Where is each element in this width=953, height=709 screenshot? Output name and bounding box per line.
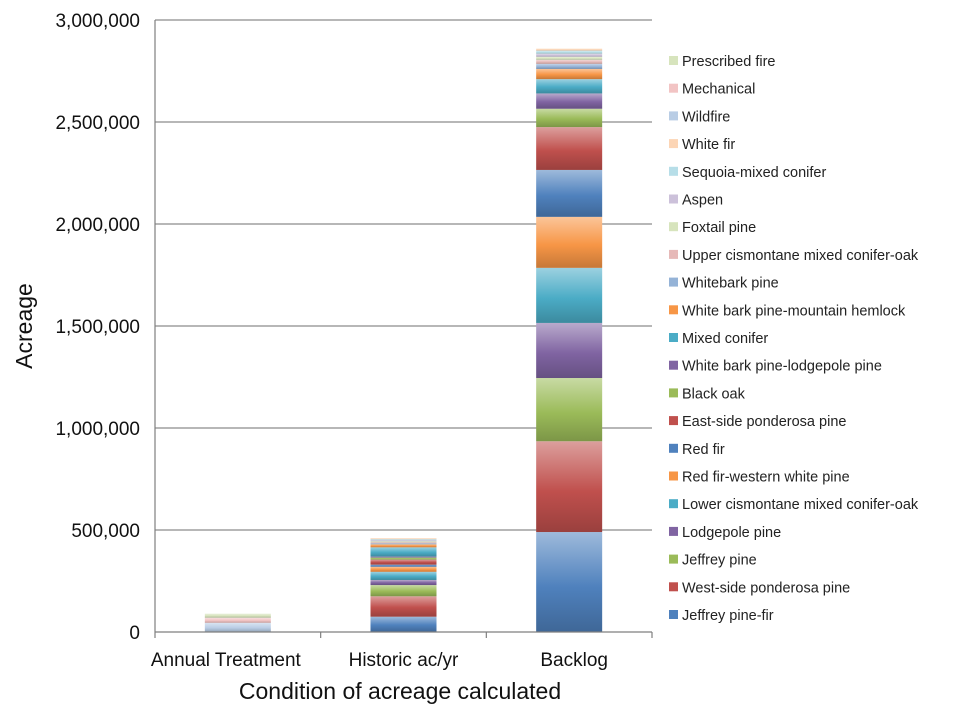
bar-segment	[536, 59, 603, 64]
bar-segment	[536, 127, 603, 170]
y-tick-label: 1,500,000	[55, 317, 140, 338]
bar-segment	[370, 538, 437, 540]
legend-swatch	[669, 388, 678, 398]
bar-segment	[536, 48, 603, 51]
bar-segment	[536, 169, 603, 217]
x-category-labels: Annual Treatment Historic ac/yr Backlog	[151, 650, 608, 671]
bar-segment	[370, 539, 437, 541]
bar-segment	[370, 559, 437, 565]
bar-segment	[536, 267, 603, 323]
bar-segment	[370, 540, 437, 542]
bar-segment	[370, 596, 437, 617]
bar-segment	[536, 68, 603, 80]
bar-segment	[536, 50, 603, 54]
x-category-label: Backlog	[540, 650, 608, 671]
bar-segment	[370, 564, 437, 567]
bar-segment	[536, 56, 603, 60]
bar-segment	[536, 79, 603, 94]
legend-swatch	[669, 277, 678, 287]
legend-label: Red fir-western white pine	[682, 470, 850, 486]
legend-swatch	[669, 222, 678, 232]
bar-segment	[536, 441, 603, 533]
legend-swatch	[669, 194, 678, 204]
bar-segment	[204, 622, 271, 632]
x-category-label: Annual Treatment	[151, 650, 302, 671]
axes	[154, 20, 653, 638]
y-tick-label: 1,000,000	[55, 419, 140, 440]
legend-label: Prescribed fire	[682, 54, 775, 70]
bar-segment	[370, 579, 437, 586]
legend-label: Foxtail pine	[682, 220, 756, 236]
legend-label: West-side ponderosa pine	[682, 580, 850, 596]
y-tick-label: 500,000	[71, 521, 140, 542]
legend-swatch	[669, 333, 678, 342]
y-tick-label: 2,500,000	[55, 113, 140, 134]
bar-segment	[370, 542, 437, 544]
legend-label: Aspen	[682, 193, 723, 209]
legend-label: Jeffrey pine-fir	[682, 608, 774, 624]
bar-segment	[370, 556, 437, 558]
legend-swatch	[669, 166, 678, 176]
legend-swatch	[669, 554, 678, 564]
legend-swatch	[669, 416, 678, 426]
y-tick-label: 2,000,000	[55, 215, 140, 236]
bar-segment	[536, 53, 603, 57]
legend-label: East-side ponderosa pine	[682, 414, 846, 430]
legend-label: Upper cismontane mixed conifer-oak	[682, 248, 919, 264]
legend-swatch	[669, 249, 678, 259]
y-axis-title: Acreage	[11, 283, 37, 369]
bar-segment	[204, 613, 271, 618]
legend-label: Lodgepole pine	[682, 525, 781, 541]
bar-segment	[204, 617, 271, 623]
legend-swatch	[669, 139, 678, 149]
legend: Prescribed fire Mechanical Wildfire White f…	[669, 54, 919, 624]
legend-swatch	[669, 56, 678, 65]
bars	[204, 48, 603, 632]
bar-segment	[370, 571, 437, 580]
bar-segment	[536, 378, 603, 442]
x-axis-title: Condition of acreage calculated	[239, 678, 561, 704]
bar-segment	[536, 93, 603, 109]
bar-segment	[536, 63, 603, 69]
legend-label: White fir	[682, 137, 735, 153]
legend-swatch	[669, 360, 678, 370]
bar-segment	[536, 216, 603, 268]
legend-label: White bark pine-mountain hemlock	[682, 303, 906, 319]
legend-swatch	[669, 305, 678, 315]
legend-swatch	[669, 83, 678, 93]
legend-label: Lower cismontane mixed conifer-oak	[682, 497, 919, 513]
legend-label: Black oak	[682, 386, 746, 402]
legend-swatch	[669, 111, 678, 121]
bar-segment	[536, 532, 603, 632]
legend-swatch	[669, 610, 678, 619]
bar-segment	[370, 541, 437, 543]
legend-swatch	[669, 471, 678, 481]
bar-segment	[370, 566, 437, 572]
y-tick-label: 0	[129, 623, 140, 644]
legend-label: Mechanical	[682, 82, 755, 98]
legend-swatch	[669, 499, 678, 509]
legend-swatch	[669, 526, 678, 536]
legend-label: Whitebark pine	[682, 276, 779, 292]
legend-label: White bark pine-lodgepole pine	[682, 359, 882, 375]
bar-segment	[370, 544, 437, 548]
y-tick-label: 3,000,000	[55, 11, 140, 32]
legend-label: Wildfire	[682, 109, 730, 125]
x-category-label: Historic ac/yr	[349, 650, 459, 671]
legend-label: Jeffrey pine	[682, 553, 757, 569]
bar-segment	[536, 108, 603, 128]
bar-segment	[370, 557, 437, 560]
y-tick-labels: 0 500,000 1,000,000 1,500,000 2,000,000 2,500…	[55, 11, 140, 644]
legend-label: Red fir	[682, 442, 725, 458]
legend-swatch	[669, 443, 678, 453]
bar-segment	[370, 543, 437, 545]
legend-label: Mixed conifer	[682, 331, 768, 347]
bar-segment	[370, 547, 437, 557]
bar-segment	[370, 585, 437, 597]
legend-swatch	[669, 582, 678, 592]
bar-segment	[370, 616, 437, 632]
legend-label: Sequoia-mixed conifer	[682, 165, 826, 181]
bar-segment	[536, 322, 603, 379]
